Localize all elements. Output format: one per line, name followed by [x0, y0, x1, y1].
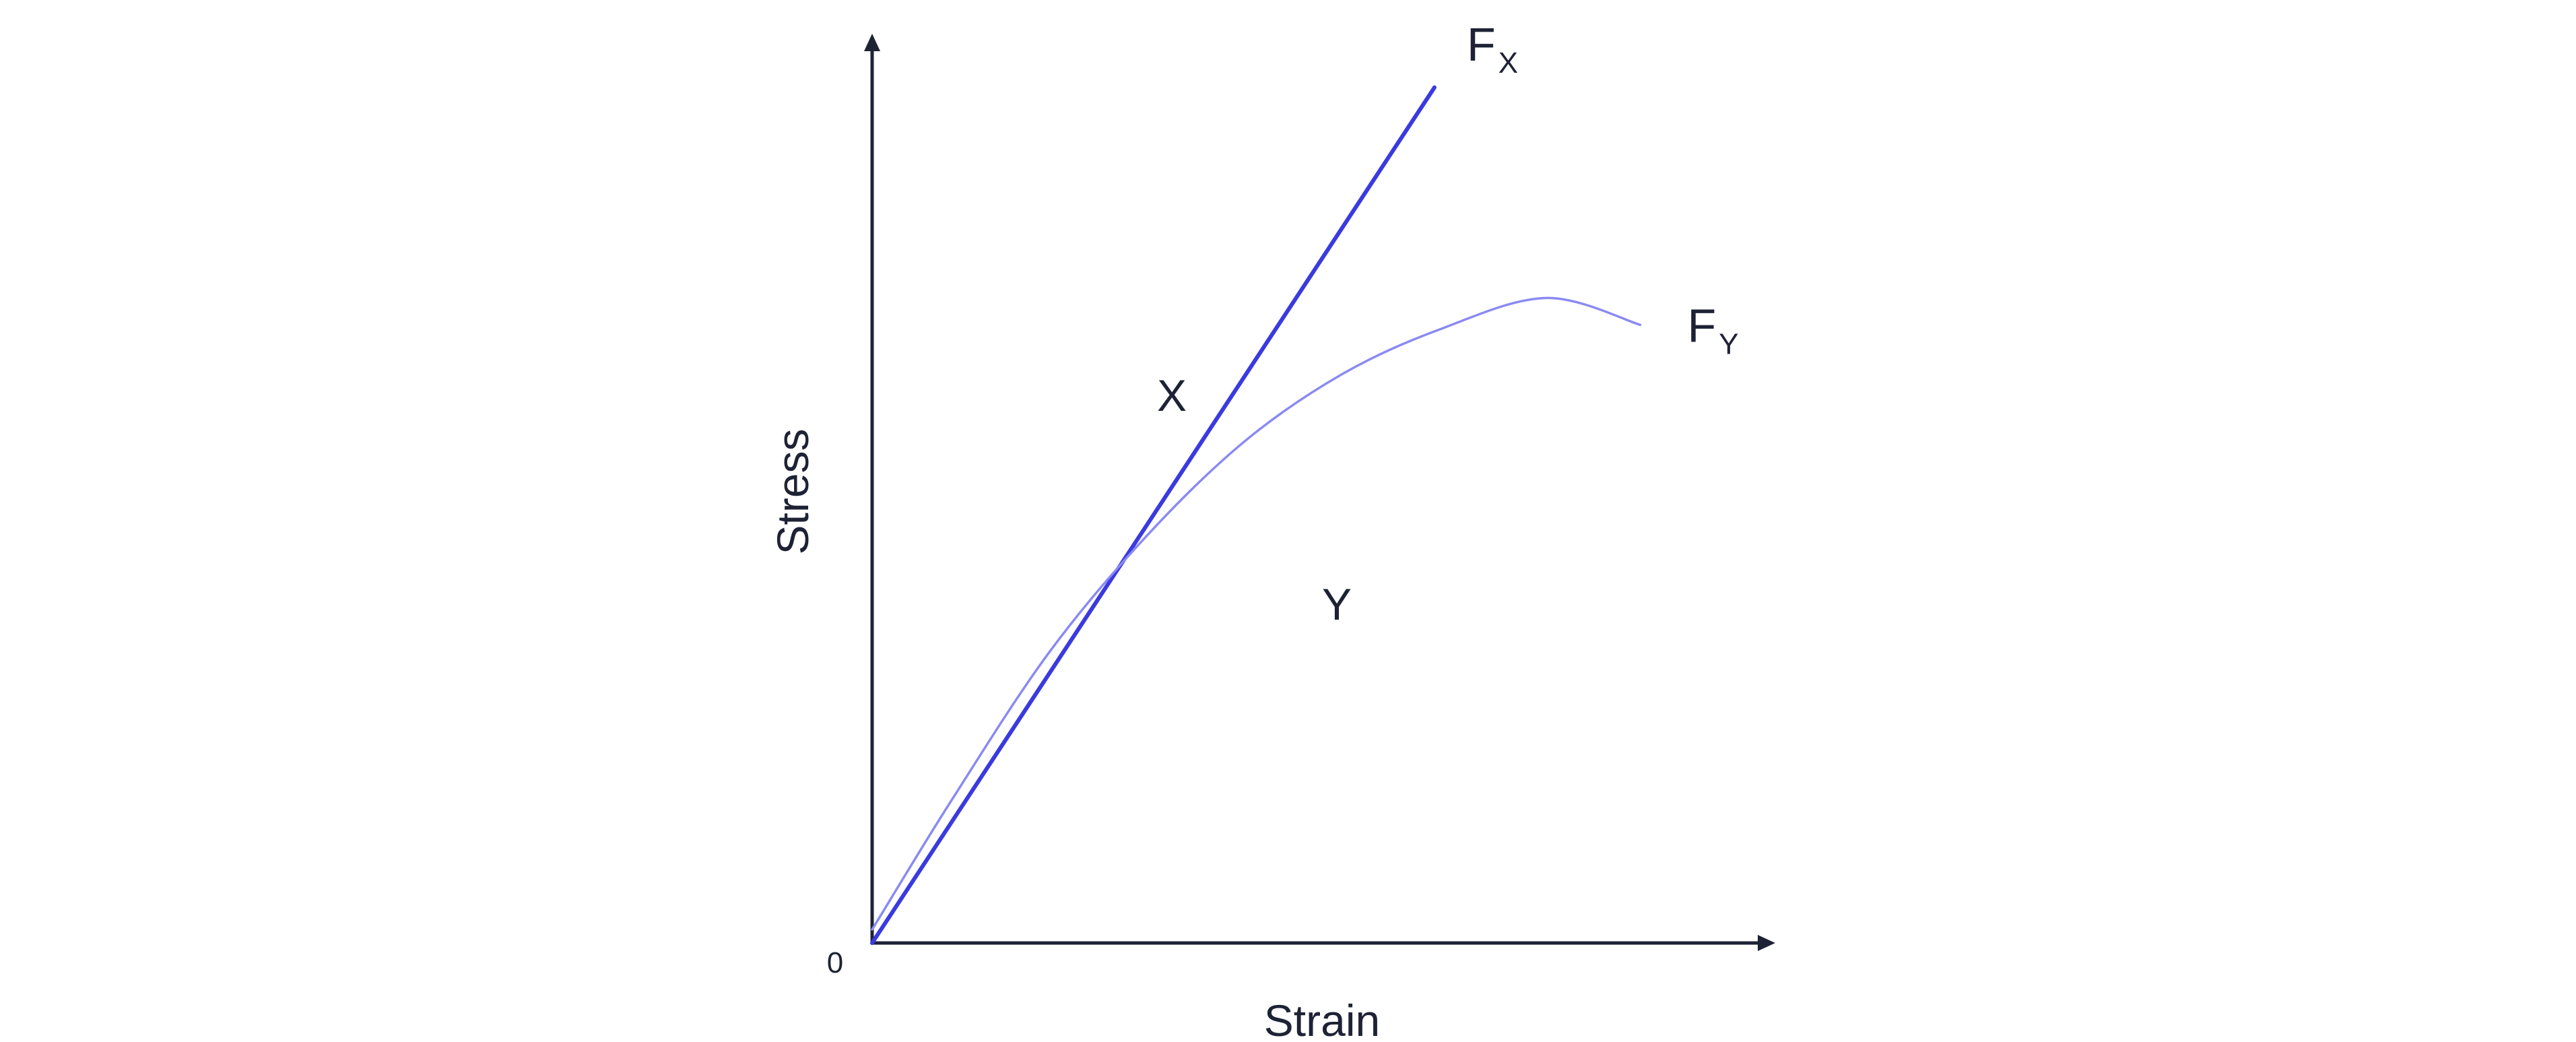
series-layer: [870, 85, 1642, 945]
x-axis-label: Strain: [1264, 996, 1380, 1042]
region-labels: XY: [1157, 370, 1352, 629]
series-line-fx: [870, 85, 1436, 945]
series-label-fy: FY: [1688, 299, 1739, 360]
series-line-fy: [871, 296, 1642, 931]
y-axis-label: Stress: [768, 428, 818, 554]
y-axis-arrowhead: [864, 34, 880, 51]
origin-tick-label: 0: [827, 946, 843, 979]
series-labels: FX FY: [1467, 18, 1739, 360]
series-label-fx: FX: [1467, 18, 1518, 79]
x-axis-arrowhead: [1758, 935, 1775, 951]
chart-axes: [864, 34, 1775, 951]
region-label-y: Y: [1322, 579, 1352, 629]
region-label-x: X: [1157, 370, 1187, 420]
